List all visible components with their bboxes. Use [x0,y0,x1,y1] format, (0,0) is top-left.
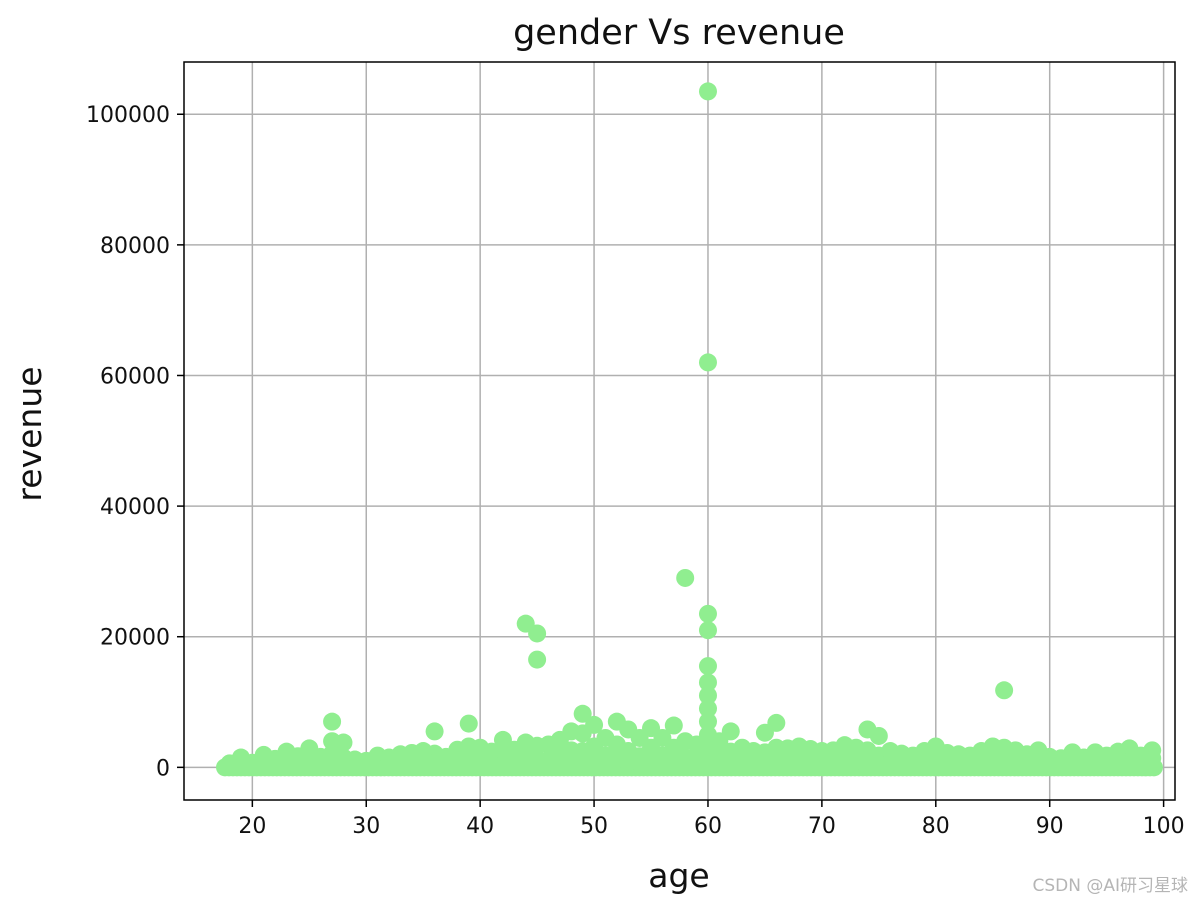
y-tick-label: 20000 [100,626,170,651]
x-tick-label: 40 [466,814,494,839]
scatter-point [664,716,683,735]
scatter-point [698,699,717,718]
y-tick-label: 60000 [100,364,170,389]
scatter-point [698,712,717,731]
scatter-point [698,686,717,705]
x-tick-label: 80 [922,814,950,839]
scatter-point [869,726,888,745]
scatter-point [721,722,740,741]
scatter-point [698,604,717,623]
scatter-points [216,82,1163,777]
scatter-point [528,650,547,669]
scatter-point [323,712,342,731]
watermark: CSDN @AI研习星球 [1032,876,1188,896]
scatter-point [425,722,444,741]
scatter-point [995,681,1014,700]
scatter-point [676,568,695,587]
scatter-point [698,621,717,640]
x-tick-label: 70 [808,814,836,839]
x-tick-label: 100 [1143,814,1185,839]
scatter-point [767,713,786,732]
y-tick-label: 80000 [100,234,170,259]
x-tick-label: 60 [694,814,722,839]
scatter-point [585,715,604,734]
x-axis-ticks: 20 30 40 50 60 70 80 90 100 [238,800,1185,839]
scatter-point [459,714,478,733]
x-tick-label: 30 [352,814,380,839]
scatter-point [698,82,717,101]
y-tick-label: 100000 [86,103,170,128]
plot-frame [183,61,1176,801]
chart-title: gender Vs revenue [513,13,845,53]
scatter-point [334,733,353,752]
scatter-point [528,624,547,643]
scatter-point [698,657,717,676]
y-tick-label: 40000 [100,495,170,520]
grid [184,62,1175,800]
y-axis-label: revenue [10,366,49,501]
scatter-point [1143,756,1162,775]
scatter-point [573,704,592,723]
scatter-point [698,673,717,692]
x-axis-label: age [648,856,709,895]
x-tick-label: 20 [238,814,266,839]
x-tick-label: 90 [1036,814,1064,839]
x-tick-label: 50 [580,814,608,839]
y-tick-label: 0 [156,756,170,781]
y-axis-ticks: 0 20000 40000 60000 80000 100000 [86,103,184,781]
scatter-point [698,353,717,372]
